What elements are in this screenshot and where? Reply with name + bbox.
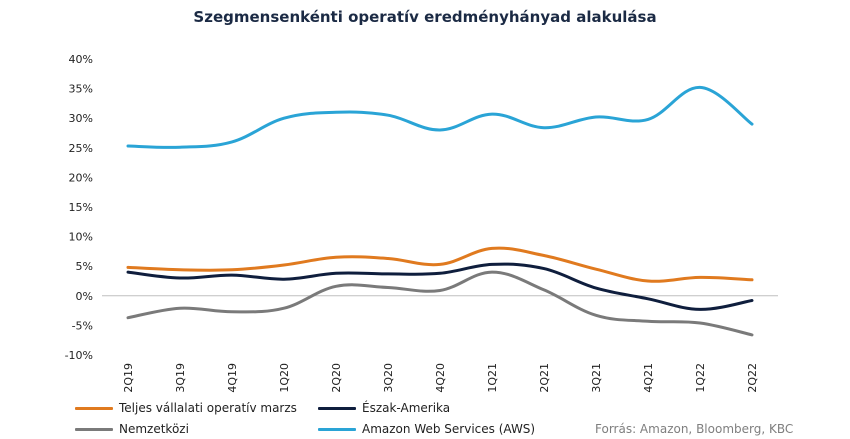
legend-label-north-america: Észak-Amerika [362,401,451,415]
y-tick-label: 35% [69,83,93,96]
x-tick-label: 4Q21 [642,363,655,393]
series-line-aws [126,85,754,149]
series-line-north-america [126,262,754,311]
y-tick-label: 25% [69,142,93,155]
legend-swatch-north-america [318,406,356,410]
legend-swatch-aws [318,427,356,431]
chart-title: Szegmensenkénti operatív eredményhányad … [193,8,657,26]
x-tick-label: 2Q22 [746,363,759,393]
y-axis-labels: 40% 35% 30% 25% 20% 15% 10% 5% 0% -5% -10% [65,53,93,362]
y-tick-label: 30% [69,112,93,125]
x-tick-label: 4Q20 [434,363,447,393]
y-tick-label: 5% [76,260,93,273]
x-tick-label: 4Q19 [226,363,239,393]
legend-swatch-international [75,427,113,431]
y-tick-label: 40% [69,53,93,66]
legend-label-international: Nemzetközi [119,422,189,436]
x-tick-label: 2Q20 [330,363,343,393]
x-tick-label: 3Q21 [590,363,603,393]
series-line-total [126,246,754,283]
legend-item-aws: Amazon Web Services (AWS) [318,422,535,436]
y-tick-label: 15% [69,201,93,214]
x-tick-label: 1Q20 [278,363,291,393]
x-tick-label: 1Q21 [486,363,499,393]
x-tick-label: 1Q22 [694,363,707,393]
legend-item-international: Nemzetközi [75,422,189,436]
x-axis-labels: 2Q19 3Q19 4Q19 1Q20 2Q20 3Q20 4Q20 1Q21 2Q21 3Q21… [122,363,759,393]
y-tick-label: 10% [69,231,93,244]
y-tick-label: 20% [69,171,93,184]
y-tick-label: -10% [65,349,93,362]
legend-item-total: Teljes vállalati operatív marzs [75,401,297,415]
source-note: Forrás: Amazon, Bloomberg, KBC [595,422,794,436]
legend-label-total: Teljes vállalati operatív marzs [119,401,297,415]
x-tick-label: 3Q20 [382,363,395,393]
y-tick-label: 0% [76,290,93,303]
legend-label-aws: Amazon Web Services (AWS) [362,422,536,436]
x-tick-label: 2Q21 [538,363,551,393]
y-tick-label: -5% [72,319,93,332]
x-tick-label: 2Q19 [122,363,135,393]
series-lines [126,85,754,337]
legend-item-north-america: Észak-Amerika [318,401,450,415]
legend-swatch-total [75,406,113,410]
series-line-international [126,270,754,337]
x-tick-label: 3Q19 [174,363,187,393]
